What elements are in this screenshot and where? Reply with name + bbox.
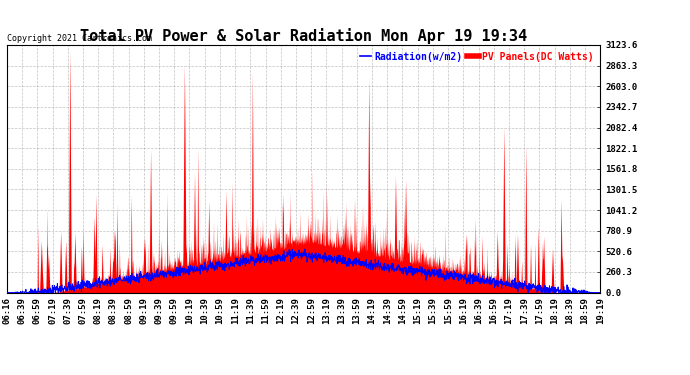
Title: Total PV Power & Solar Radiation Mon Apr 19 19:34: Total PV Power & Solar Radiation Mon Apr… [80, 28, 527, 44]
Legend: Radiation(w/m2), PV Panels(DC Watts): Radiation(w/m2), PV Panels(DC Watts) [358, 50, 595, 64]
Text: Copyright 2021 Cartronics.com: Copyright 2021 Cartronics.com [7, 33, 152, 42]
